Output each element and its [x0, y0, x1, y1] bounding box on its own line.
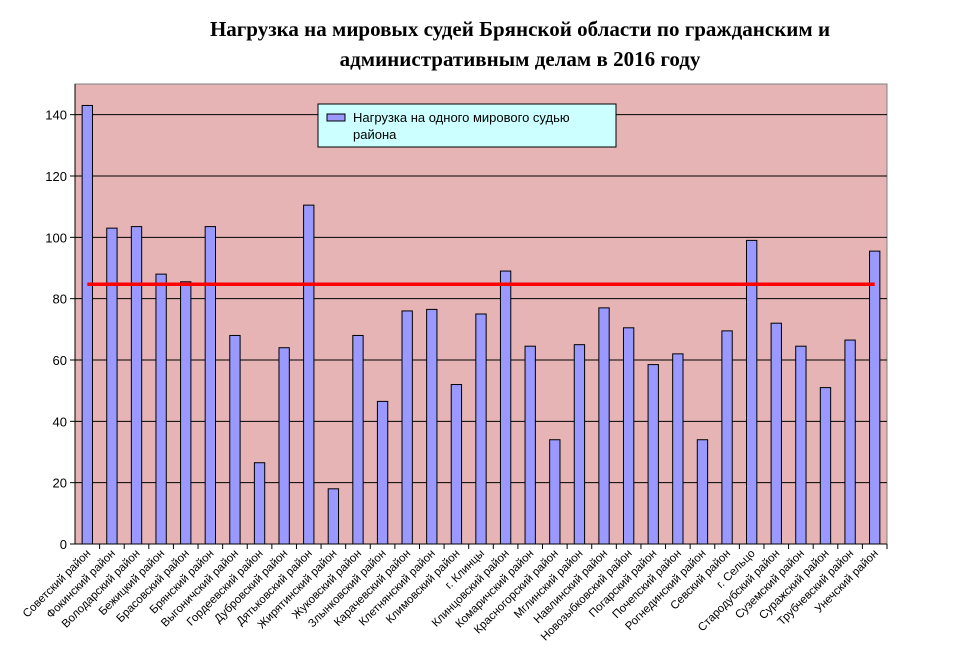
- bar: [795, 345, 807, 545]
- bar: [549, 439, 561, 545]
- bar: [770, 322, 782, 545]
- y-tick-label: 20: [53, 476, 67, 491]
- bar: [524, 345, 536, 545]
- legend-swatch: [326, 113, 346, 122]
- bar: [573, 344, 586, 545]
- bar: [721, 330, 733, 545]
- y-tick-label: 80: [53, 292, 67, 307]
- bar: [622, 327, 635, 545]
- bar: [303, 204, 315, 545]
- y-tick-label: 60: [53, 353, 67, 368]
- bar: [869, 250, 881, 545]
- bar: [180, 281, 192, 545]
- bar: [278, 347, 290, 545]
- legend-box: [317, 103, 617, 148]
- chart-title: Нагрузка на мировых судей Брянской облас…: [100, 14, 940, 74]
- bar: [352, 334, 364, 545]
- bar: [155, 273, 167, 545]
- bar: [696, 439, 709, 545]
- y-tick-label: 140: [45, 108, 67, 123]
- bar: [229, 334, 241, 545]
- bar: [106, 227, 118, 545]
- bar: [672, 353, 684, 545]
- bar: [598, 307, 610, 545]
- legend-label: Нагрузка на одного мирового судью района: [353, 110, 570, 142]
- bar: [130, 226, 143, 545]
- y-tick-label: 120: [45, 169, 67, 184]
- bar: [745, 239, 758, 545]
- bar: [81, 104, 93, 545]
- bar: [475, 313, 487, 545]
- bar: [253, 462, 266, 545]
- bar: [499, 270, 512, 545]
- bar: [376, 400, 389, 545]
- bar: [450, 384, 463, 545]
- bar: [844, 339, 856, 545]
- y-tick-label: 100: [45, 230, 67, 245]
- y-tick-label: 0: [60, 537, 67, 552]
- bar: [327, 488, 340, 545]
- chart-title-line-1: Нагрузка на мировых судей Брянской облас…: [209, 17, 831, 41]
- y-tick-label: 40: [53, 414, 67, 429]
- bar: [401, 310, 413, 545]
- bar: [647, 364, 659, 545]
- bar: [204, 226, 217, 545]
- bar: [819, 387, 832, 545]
- chart-title-line-2: административным делам в 2016 году: [339, 47, 701, 71]
- bar: [426, 308, 438, 545]
